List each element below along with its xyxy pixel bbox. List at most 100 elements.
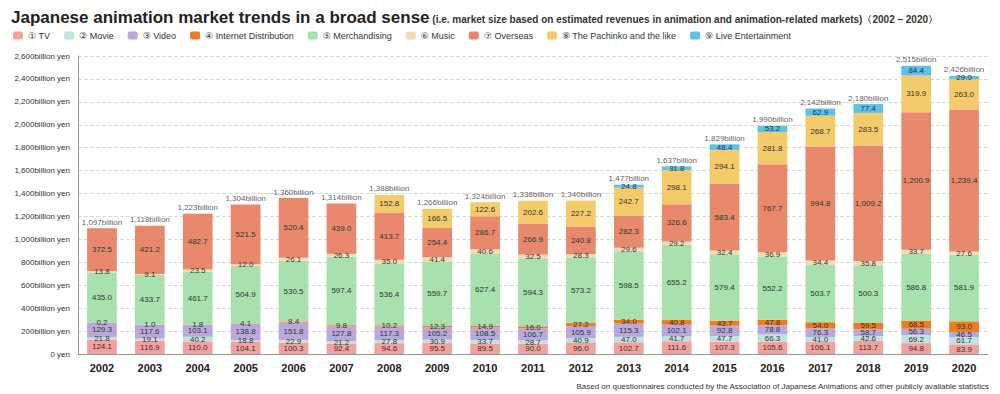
svg-text:1,314billion: 1,314billion <box>321 193 361 202</box>
svg-text:400billion yen: 400billion yen <box>21 304 70 313</box>
svg-text:② Movie: ② Movie <box>79 31 114 41</box>
svg-text:598.5: 598.5 <box>619 281 640 290</box>
svg-text:⑤ Merchandising: ⑤ Merchandising <box>323 31 392 41</box>
svg-text:1,829billion: 1,829billion <box>704 134 744 143</box>
svg-text:34.4: 34.4 <box>813 258 829 267</box>
svg-text:200billion yen: 200billion yen <box>21 327 70 336</box>
svg-text:294.1: 294.1 <box>715 162 736 171</box>
svg-text:31.8: 31.8 <box>669 164 685 173</box>
svg-text:435.0: 435.0 <box>92 293 113 302</box>
svg-text:242.7: 242.7 <box>619 197 640 206</box>
svg-text:504.9: 504.9 <box>236 290 257 299</box>
svg-text:286.7: 286.7 <box>475 228 496 237</box>
svg-text:530.5: 530.5 <box>284 287 305 296</box>
svg-text:36.9: 36.9 <box>765 250 781 259</box>
svg-text:106.1: 106.1 <box>810 343 831 352</box>
svg-text:107.3: 107.3 <box>715 343 736 352</box>
svg-text:2019: 2019 <box>904 362 928 374</box>
svg-text:413.7: 413.7 <box>379 232 400 241</box>
svg-text:124.1: 124.1 <box>92 342 113 351</box>
svg-text:281.8: 281.8 <box>762 144 783 153</box>
svg-text:254.4: 254.4 <box>427 238 448 247</box>
svg-text:1.8: 1.8 <box>192 320 204 329</box>
svg-text:110.0: 110.0 <box>188 343 208 352</box>
svg-text:84.4: 84.4 <box>908 66 924 75</box>
svg-text:116.9: 116.9 <box>140 343 160 352</box>
svg-text:433.7: 433.7 <box>140 295 161 304</box>
svg-text:18.8: 18.8 <box>238 336 254 345</box>
svg-text:655.2: 655.2 <box>667 278 688 287</box>
svg-text:⑦ Overseas: ⑦ Overseas <box>484 31 534 41</box>
svg-text:41.4: 41.4 <box>429 255 445 264</box>
svg-text:2013: 2013 <box>617 362 641 374</box>
svg-text:35.8: 35.8 <box>860 259 876 268</box>
svg-text:268.7: 268.7 <box>810 127 831 136</box>
svg-text:1,800billion yen: 1,800billion yen <box>14 143 70 152</box>
svg-text:1,338billion: 1,338billion <box>513 190 553 199</box>
svg-text:59.5: 59.5 <box>860 321 876 330</box>
svg-text:43.7: 43.7 <box>717 319 733 328</box>
svg-text:767.7: 767.7 <box>762 204 783 213</box>
svg-text:266.9: 266.9 <box>523 235 544 244</box>
svg-text:2007: 2007 <box>329 362 353 374</box>
svg-text:111.6: 111.6 <box>667 343 686 352</box>
svg-text:573.2: 573.2 <box>571 286 592 295</box>
svg-text:46.5: 46.5 <box>956 330 972 339</box>
svg-text:83.9: 83.9 <box>956 345 972 354</box>
svg-text:2,600billion yen: 2,600billion yen <box>14 52 70 61</box>
svg-text:166.5: 166.5 <box>427 214 448 223</box>
svg-text:600billion yen: 600billion yen <box>21 281 70 290</box>
svg-text:40.2: 40.2 <box>190 335 206 344</box>
svg-text:40.8: 40.8 <box>669 318 685 327</box>
svg-text:54.0: 54.0 <box>813 321 829 330</box>
svg-text:482.7: 482.7 <box>188 237 209 246</box>
svg-text:41.7: 41.7 <box>669 334 685 343</box>
svg-text:520.4: 520.4 <box>284 223 305 232</box>
svg-text:1,477billion: 1,477billion <box>609 174 649 183</box>
svg-text:152.8: 152.8 <box>379 199 400 208</box>
svg-text:⑨ Live Entertainment: ⑨ Live Entertainment <box>705 31 791 41</box>
svg-text:94.8: 94.8 <box>908 344 924 353</box>
svg-text:263.0: 263.0 <box>954 90 975 99</box>
svg-text:27.2: 27.2 <box>573 320 589 329</box>
svg-text:13.8: 13.8 <box>94 267 110 276</box>
svg-text:2002: 2002 <box>90 362 114 374</box>
svg-text:26.1: 26.1 <box>286 255 302 264</box>
svg-text:23.5: 23.5 <box>190 266 206 275</box>
svg-text:26.3: 26.3 <box>334 251 350 260</box>
svg-text:2,426billion: 2,426billion <box>944 65 984 74</box>
svg-text:2006: 2006 <box>281 362 305 374</box>
svg-text:8.4: 8.4 <box>288 317 300 326</box>
svg-text:4.1: 4.1 <box>240 319 252 328</box>
svg-text:34.0: 34.0 <box>621 317 637 326</box>
svg-text:127.8: 127.8 <box>331 329 352 338</box>
svg-text:9.8: 9.8 <box>336 321 348 330</box>
svg-text:503.7: 503.7 <box>810 289 831 298</box>
svg-text:53.2: 53.2 <box>765 124 781 133</box>
svg-text:66.3: 66.3 <box>765 334 781 343</box>
svg-text:579.4: 579.4 <box>715 283 736 292</box>
svg-text:319.9: 319.9 <box>906 89 927 98</box>
svg-text:⑥ Music: ⑥ Music <box>421 31 456 41</box>
svg-text:(i.e. market size based on est: (i.e. market size based on estimated rev… <box>430 14 939 25</box>
svg-text:586.8: 586.8 <box>906 283 927 292</box>
svg-text:2,000billion yen: 2,000billion yen <box>14 120 70 129</box>
svg-text:559.7: 559.7 <box>427 289 448 298</box>
svg-text:2010: 2010 <box>473 362 497 374</box>
svg-text:115.3: 115.3 <box>619 326 639 335</box>
svg-text:1,600billion yen: 1,600billion yen <box>14 166 70 175</box>
svg-text:113.7: 113.7 <box>859 343 879 352</box>
svg-text:1,324billion: 1,324billion <box>465 192 505 201</box>
svg-text:1,000billion yen: 1,000billion yen <box>14 235 70 244</box>
svg-text:102.1: 102.1 <box>667 326 688 335</box>
svg-text:77.4: 77.4 <box>860 104 876 113</box>
svg-text:282.3: 282.3 <box>619 227 640 236</box>
svg-text:1,239.4: 1,239.4 <box>951 176 978 185</box>
svg-text:594.3: 594.3 <box>523 288 544 297</box>
svg-text:14.9: 14.9 <box>477 322 493 331</box>
svg-text:92.8: 92.8 <box>717 326 733 335</box>
svg-text:2017: 2017 <box>808 362 832 374</box>
svg-text:0 yen: 0 yen <box>50 350 70 359</box>
svg-text:122.6: 122.6 <box>475 205 496 214</box>
svg-text:22.9: 22.9 <box>286 337 302 346</box>
